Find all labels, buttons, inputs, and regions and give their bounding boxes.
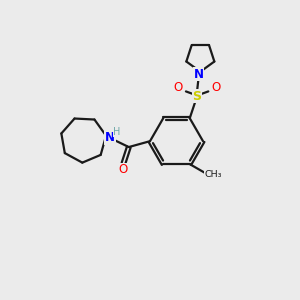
- Text: O: O: [173, 81, 183, 94]
- Text: N: N: [105, 131, 115, 144]
- Text: H: H: [113, 127, 121, 137]
- Text: S: S: [193, 90, 202, 103]
- Text: N: N: [194, 68, 204, 81]
- Text: N: N: [105, 131, 115, 144]
- Text: CH₃: CH₃: [205, 169, 222, 178]
- Text: O: O: [118, 163, 127, 176]
- Text: N: N: [194, 68, 204, 81]
- Text: O: O: [212, 81, 221, 94]
- Text: H: H: [113, 127, 121, 137]
